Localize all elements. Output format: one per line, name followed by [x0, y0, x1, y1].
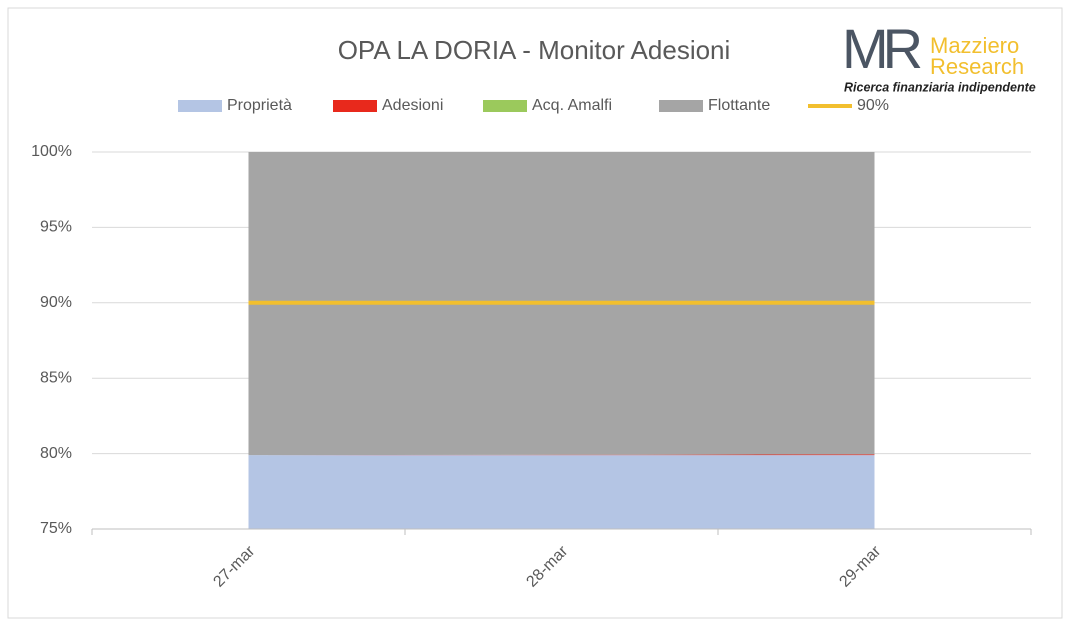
- legend-swatch: [483, 100, 527, 112]
- legend-swatch: [178, 100, 222, 112]
- y-tick-label: 75%: [40, 520, 72, 537]
- y-tick-label: 100%: [31, 143, 72, 160]
- area: [248, 455, 875, 529]
- y-tick-label: 85%: [40, 369, 72, 386]
- legend-swatch: [333, 100, 377, 112]
- legend-swatch: [659, 100, 703, 112]
- y-tick-label: 95%: [40, 219, 72, 236]
- legend-label: Adesioni: [382, 97, 443, 114]
- legend-label: Acq. Amalfi: [532, 97, 612, 114]
- area: [248, 454, 875, 456]
- y-tick-label: 80%: [40, 445, 72, 462]
- y-tick-label: 90%: [40, 294, 72, 311]
- legend-label: 90%: [857, 97, 889, 114]
- logo-tagline: Ricerca finanziaria indipendente: [844, 80, 1036, 94]
- logo: MR Mazziero Research Ricerca finanziaria…: [842, 17, 1036, 95]
- logo-name: Research: [930, 54, 1024, 79]
- legend-label: Flottante: [708, 97, 770, 114]
- legend-label: Proprietà: [227, 97, 292, 114]
- logo-name: Mazziero: [930, 33, 1019, 58]
- chart-title: OPA LA DORIA - Monitor Adesioni: [338, 35, 731, 65]
- logo-mark: MR: [842, 17, 921, 80]
